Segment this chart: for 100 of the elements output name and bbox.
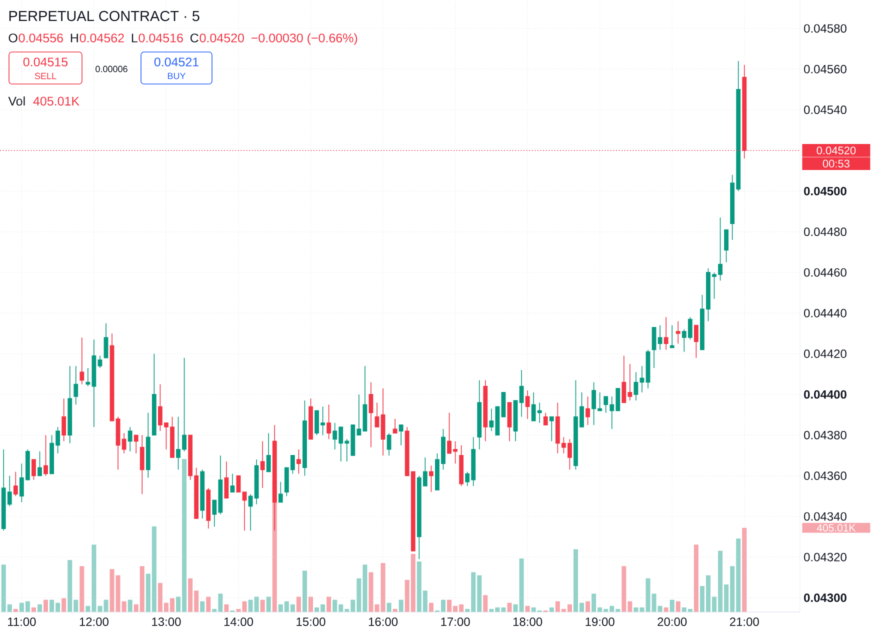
candlestick [549,416,554,442]
bar [296,596,301,612]
candlestick [206,488,211,530]
annotation: −0.00030 (−0.66%) [251,33,358,45]
candlestick [236,475,241,492]
y-tick-label: 0.04480 [804,228,846,236]
x-tick-label: 20:00 [658,618,687,626]
candlestick [507,402,512,442]
candlestick [380,388,386,456]
candlestick [74,366,78,406]
candlestick [646,349,650,389]
candlestick [134,434,138,454]
candlestick [80,337,84,385]
annotation: H [70,34,78,42]
candlestick [634,372,638,401]
candlestick [658,324,662,350]
candlestick [116,416,120,470]
bar [326,596,332,612]
annotation: 0.04556 [18,34,63,42]
candlestick [483,380,488,442]
candlestick [254,459,259,505]
candlestick [374,402,380,428]
y-tick-label: 0.04540 [804,106,846,114]
candlestick [398,424,404,446]
candlestick [242,492,247,532]
candlestick [308,398,313,440]
candlestick [98,355,102,368]
bar [670,600,674,612]
bar [80,566,84,612]
text: 405.01K [816,524,856,532]
candlestick [670,324,674,348]
candlestick [362,366,368,432]
candlestick [260,440,265,488]
y-tick-label: 0.04500 [804,186,846,196]
candlestick [525,390,530,420]
candlestick [146,412,150,478]
annotation: O [8,34,18,42]
bar [44,600,48,612]
candlestick [302,400,307,476]
candlestick [676,320,680,344]
x-tick-label: 13:00 [152,618,181,626]
x-tick-label: 14:00 [224,618,254,626]
candlestick [664,316,668,350]
candlestick [543,412,548,426]
candlestick [248,494,253,532]
candlestick [128,426,132,452]
y-tick-label: 0.04440 [804,308,846,318]
y-tick-label: 0.04300 [804,594,846,602]
text: PERPETUAL CONTRACT · 5 [9,10,200,22]
y-tick-label: 0.04320 [804,552,846,562]
y-tick-label: 0.04560 [804,64,846,74]
annotation: 405.01K [33,96,80,106]
candlestick [104,322,108,358]
candlestick [724,229,729,263]
candlestick [501,392,506,418]
x-tick-label: 16:00 [368,618,398,626]
x-tick-label: 17:00 [441,618,470,626]
bar [398,600,404,612]
candlestick [640,366,644,393]
candlestick [392,418,398,434]
x-tick-label: 21:00 [730,618,759,626]
bar [742,528,747,612]
bar [386,602,392,612]
x-tick-label: 12:00 [80,618,108,626]
candlestick [200,469,205,519]
candlestick [68,366,72,444]
annotation: C [190,34,198,42]
bar [676,601,680,612]
bar [260,600,265,612]
bar [224,604,229,612]
candlestick [326,404,332,440]
candlestick [38,450,42,476]
candlestick [32,459,36,480]
candlestick [459,444,464,486]
y-tick-label: 0.04360 [804,472,846,480]
annotation: 0.04515 [23,58,68,66]
x-tick-label: 15:00 [296,618,326,626]
candlestick [140,434,144,494]
ref-line-label: 0.04520 [816,146,856,154]
candlestick [62,398,66,442]
candlestick [652,326,656,368]
bar [694,544,698,612]
bar [62,598,66,612]
candlestick [519,370,524,418]
candlestick [368,382,374,448]
bar [302,570,307,612]
bar [206,596,211,612]
y-tick-label: 0.04340 [804,512,846,521]
candlestick [230,473,235,492]
x-tick-label: 18:00 [513,618,542,626]
annotation: 0.04520 [200,34,244,42]
bar [586,601,590,612]
candlestick [266,432,271,472]
bar [308,596,314,612]
bar [128,600,132,612]
bar [242,601,247,612]
y-tick-label: 0.04400 [804,390,846,399]
candlestick [477,380,482,450]
candlestick [152,353,156,436]
x-tick-label: 19:00 [586,618,614,626]
